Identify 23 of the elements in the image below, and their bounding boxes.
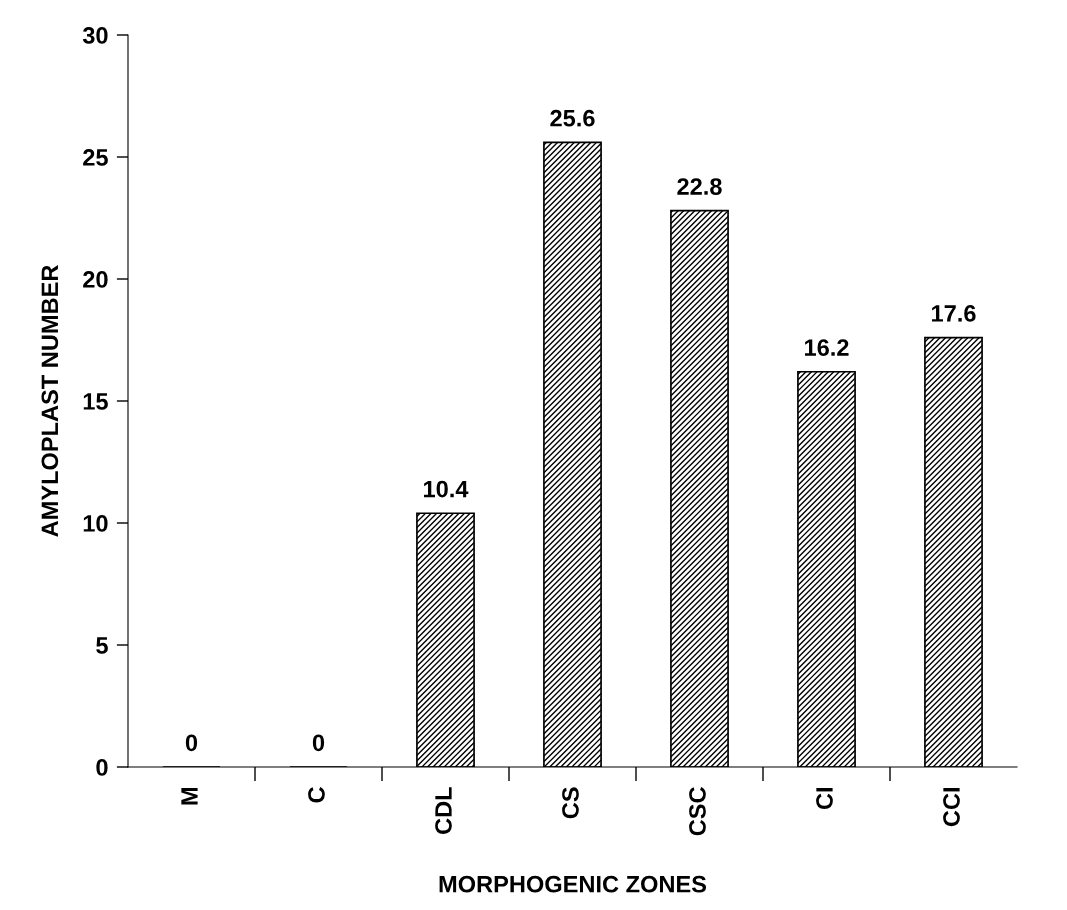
y-tick-label: 5 (96, 637, 108, 654)
data-label: 0 (185, 734, 198, 752)
data-label: 22.8 (677, 178, 722, 195)
x-axis-title: MORPHOGENIC ZONES (439, 875, 707, 893)
x-tick-label: CS (562, 787, 579, 819)
x-tick-label: CI (816, 788, 833, 810)
data-label: 10.4 (424, 480, 469, 498)
y-tick-label: 25 (83, 149, 108, 166)
y-tick-label: 30 (82, 27, 108, 44)
y-tick-label: 15 (83, 393, 108, 410)
y-axis-title: AMYLOPLAST NUMBER (41, 265, 59, 537)
x-tick-label: C (308, 787, 325, 803)
x-tick-label: CSC (689, 787, 706, 836)
x-tick-label: CDL (435, 787, 452, 834)
data-label: 17.6 (932, 305, 976, 322)
y-tick-label: 0 (96, 759, 108, 776)
data-label: 16.2 (805, 339, 849, 356)
data-label: 25.6 (550, 109, 595, 127)
data-label: 0 (312, 734, 325, 752)
x-tick-label: CCI (943, 788, 960, 827)
y-tick-label: 20 (83, 271, 108, 288)
y-tick-label: 10 (83, 515, 108, 532)
x-tick-label: M (181, 788, 198, 805)
